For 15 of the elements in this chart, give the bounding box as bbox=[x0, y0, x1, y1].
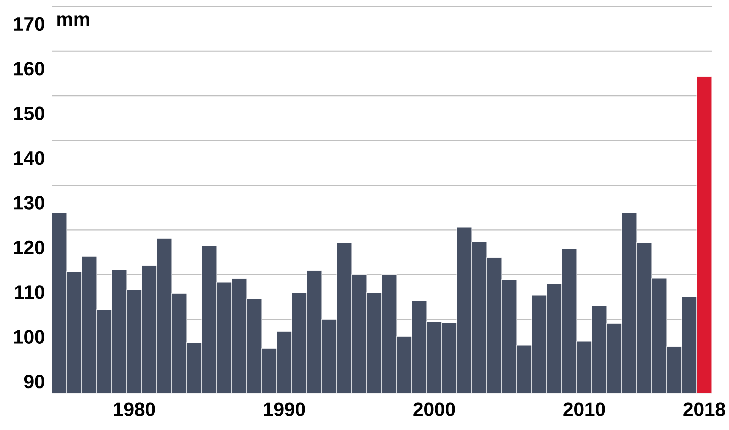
y-tick-label: 90 bbox=[24, 374, 45, 389]
y-tick-label: 160 bbox=[14, 62, 45, 76]
x-tick-label: 1980 bbox=[114, 402, 156, 416]
y-tick-label: 110 bbox=[15, 286, 45, 300]
x-tick-label: 2018 bbox=[684, 402, 726, 416]
y-tick-label: 140 bbox=[14, 151, 45, 166]
y-tick-label: 170 bbox=[14, 17, 45, 32]
x-tick-label: 2010 bbox=[564, 402, 606, 416]
x-tick-label: 1990 bbox=[264, 402, 306, 416]
y-tick-label: 130 bbox=[14, 196, 45, 210]
x-tick-label: 2000 bbox=[414, 402, 456, 416]
y-axis-title: mm bbox=[58, 16, 90, 26]
y-tick-label: 150 bbox=[14, 106, 45, 120]
y-tick-label: 120 bbox=[14, 240, 45, 255]
y-tick-label: 100 bbox=[14, 330, 45, 344]
